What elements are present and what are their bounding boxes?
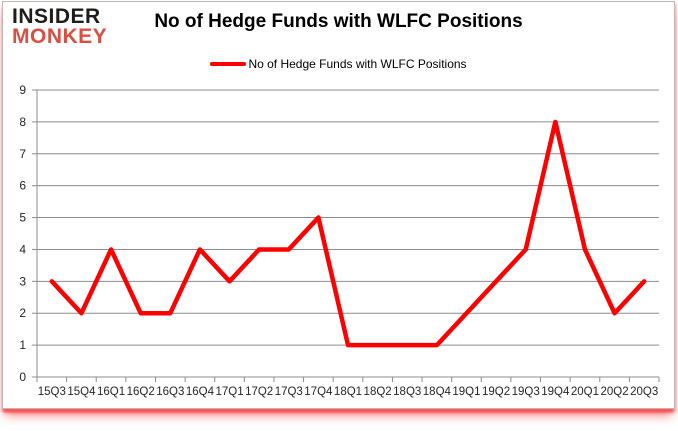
x-axis-tick-label: 16Q4 <box>186 386 215 398</box>
x-axis-tick-label: 19Q4 <box>541 386 570 398</box>
y-axis-tick-label: 4 <box>19 242 26 256</box>
logo-text-insider: INSIDER <box>12 5 101 28</box>
y-axis-tick-label: 7 <box>19 147 26 161</box>
x-axis-tick-label: 18Q1 <box>334 386 362 398</box>
y-axis-tick-label: 8 <box>19 115 26 129</box>
x-axis-tick-label: 17Q4 <box>304 386 333 398</box>
y-axis-tick-label: 0 <box>19 370 26 384</box>
x-axis-tick-label: 17Q3 <box>275 386 303 398</box>
y-axis-tick-label: 2 <box>19 306 26 320</box>
x-axis-tick-label: 15Q4 <box>67 386 96 398</box>
series-line <box>49 119 647 348</box>
x-axis-tick-label: 20Q3 <box>630 386 658 398</box>
x-axis-tick-label: 18Q4 <box>423 386 452 398</box>
x-axis-tick-label: 18Q3 <box>393 386 421 398</box>
y-axis-tick-label: 1 <box>19 338 26 352</box>
insider-monkey-logo: INSIDER MONKEY <box>12 5 108 48</box>
legend-line-swatch <box>210 62 247 66</box>
x-axis-tick-label: 16Q3 <box>156 386 184 398</box>
y-axis-tick-label: 6 <box>19 179 26 193</box>
x-axis-tick-label: 15Q3 <box>38 386 66 398</box>
y-axis-tick-label: 3 <box>19 274 26 288</box>
page-title: No of Hedge Funds with WLFC Positions <box>154 11 523 32</box>
logo-text-monkey: MONKEY <box>12 24 108 48</box>
y-axis-tick-label: 9 <box>19 83 26 97</box>
x-axis-tick-label: 16Q2 <box>127 386 155 398</box>
x-axis-tick-label: 19Q1 <box>452 386 480 398</box>
x-axis-tick-label: 19Q3 <box>512 386 540 398</box>
y-axis-tick-label: 5 <box>19 211 26 225</box>
x-axis-tick-label: 19Q2 <box>482 386 510 398</box>
chart-legend: No of Hedge Funds with WLFC Positions <box>3 57 674 71</box>
x-axis-tick-label: 16Q1 <box>97 386 125 398</box>
x-axis-tick-label: 20Q1 <box>571 386 599 398</box>
x-axis-tick-label: 18Q2 <box>364 386 392 398</box>
legend-label: No of Hedge Funds with WLFC Positions <box>248 57 467 71</box>
chart-panel: INSIDER MONKEY No of Hedge Funds with WL… <box>2 1 675 409</box>
x-axis-tick-label: 17Q1 <box>215 386 243 398</box>
x-axis-tick-label: 20Q2 <box>601 386 629 398</box>
x-axis-tick-label: 17Q2 <box>245 386 273 398</box>
